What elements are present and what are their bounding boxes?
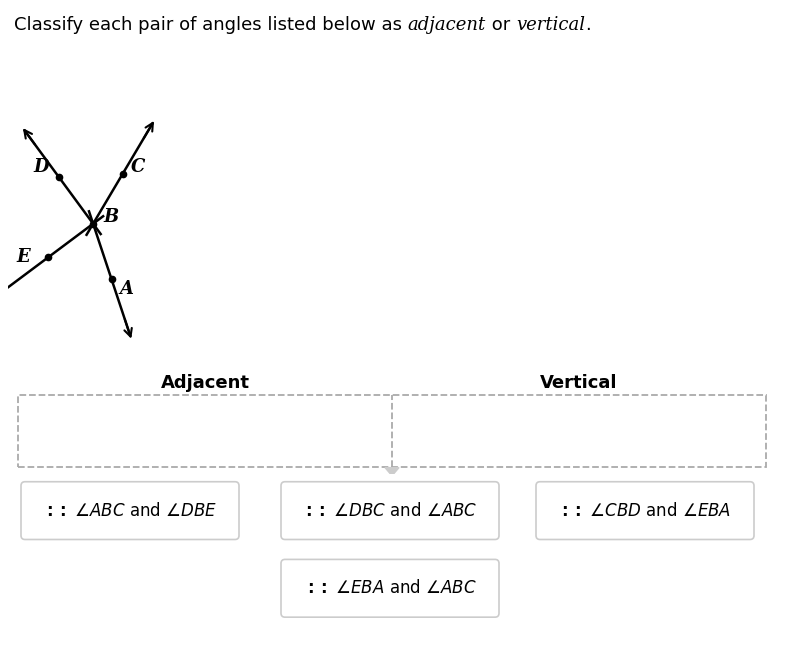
Text: $\mathbf{::}$ $\angle ABC$ and $\angle DBE$: $\mathbf{::}$ $\angle ABC$ and $\angle D…	[43, 501, 217, 520]
Bar	[18, 395, 766, 467]
Text: Adjacent: Adjacent	[161, 374, 250, 392]
Text: vertical: vertical	[516, 16, 585, 34]
Text: Classify each pair of angles listed below as: Classify each pair of angles listed belo…	[14, 16, 408, 34]
Text: A: A	[120, 280, 134, 298]
Text: D: D	[33, 159, 49, 176]
Text: C: C	[130, 159, 145, 176]
FancyBboxPatch shape	[281, 482, 499, 540]
Text: E: E	[17, 248, 30, 266]
Polygon shape	[385, 468, 399, 476]
FancyBboxPatch shape	[536, 482, 754, 540]
Text: .: .	[585, 16, 590, 34]
Text: B: B	[104, 208, 119, 226]
FancyBboxPatch shape	[281, 559, 499, 617]
Text: Vertical: Vertical	[540, 374, 618, 392]
Text: $\mathbf{::}$ $\angle EBA$ and $\angle ABC$: $\mathbf{::}$ $\angle EBA$ and $\angle A…	[304, 579, 476, 597]
Text: adjacent: adjacent	[408, 16, 486, 34]
FancyBboxPatch shape	[21, 482, 239, 540]
Text: or: or	[486, 16, 516, 34]
Text: $\mathbf{::}$ $\angle CBD$ and $\angle EBA$: $\mathbf{::}$ $\angle CBD$ and $\angle E…	[558, 501, 731, 520]
Text: $\mathbf{::}$ $\angle DBC$ and $\angle ABC$: $\mathbf{::}$ $\angle DBC$ and $\angle A…	[302, 501, 478, 520]
